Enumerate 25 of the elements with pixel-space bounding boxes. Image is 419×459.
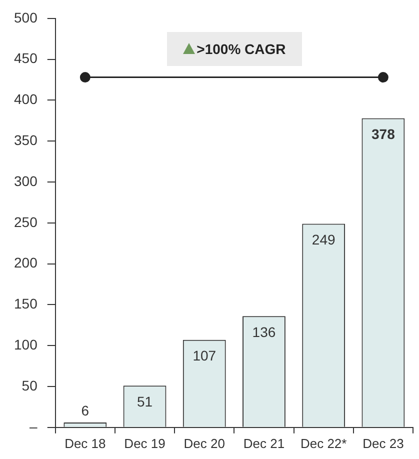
- y-tick-label: 100: [14, 336, 38, 352]
- data-label: 107: [192, 348, 216, 364]
- y-tick-label: 500: [14, 9, 38, 26]
- data-label: 51: [136, 394, 153, 410]
- y-tick-label: 400: [14, 91, 38, 108]
- y-tick-label: 250: [14, 214, 38, 230]
- x-tick-label: Dec 21: [243, 436, 285, 451]
- data-label: 378: [372, 126, 396, 142]
- y-tick-label: 150: [14, 296, 38, 312]
- x-tick-label: Dec 19: [124, 436, 166, 451]
- y-tick-label: 300: [14, 172, 38, 189]
- y-tick-label: –: [30, 418, 38, 434]
- y-tick-label: 200: [14, 254, 38, 271]
- y-tick-label: 450: [14, 50, 38, 66]
- x-tick-label: Dec 22*: [300, 436, 347, 451]
- annotation: >100% CAGR: [196, 40, 286, 57]
- data-label: 249: [312, 232, 336, 248]
- data-label: 6: [81, 402, 90, 418]
- x-tick-label: Dec 20: [184, 436, 225, 451]
- callout-box: >100% CAGR: [166, 32, 302, 66]
- y-tick-label: 50: [22, 377, 38, 394]
- y-tick-label: 350: [14, 132, 38, 148]
- data-label: 136: [252, 324, 276, 340]
- x-tick-label: Dec 23: [362, 436, 404, 451]
- x-tick-label: Dec 18: [64, 436, 106, 451]
